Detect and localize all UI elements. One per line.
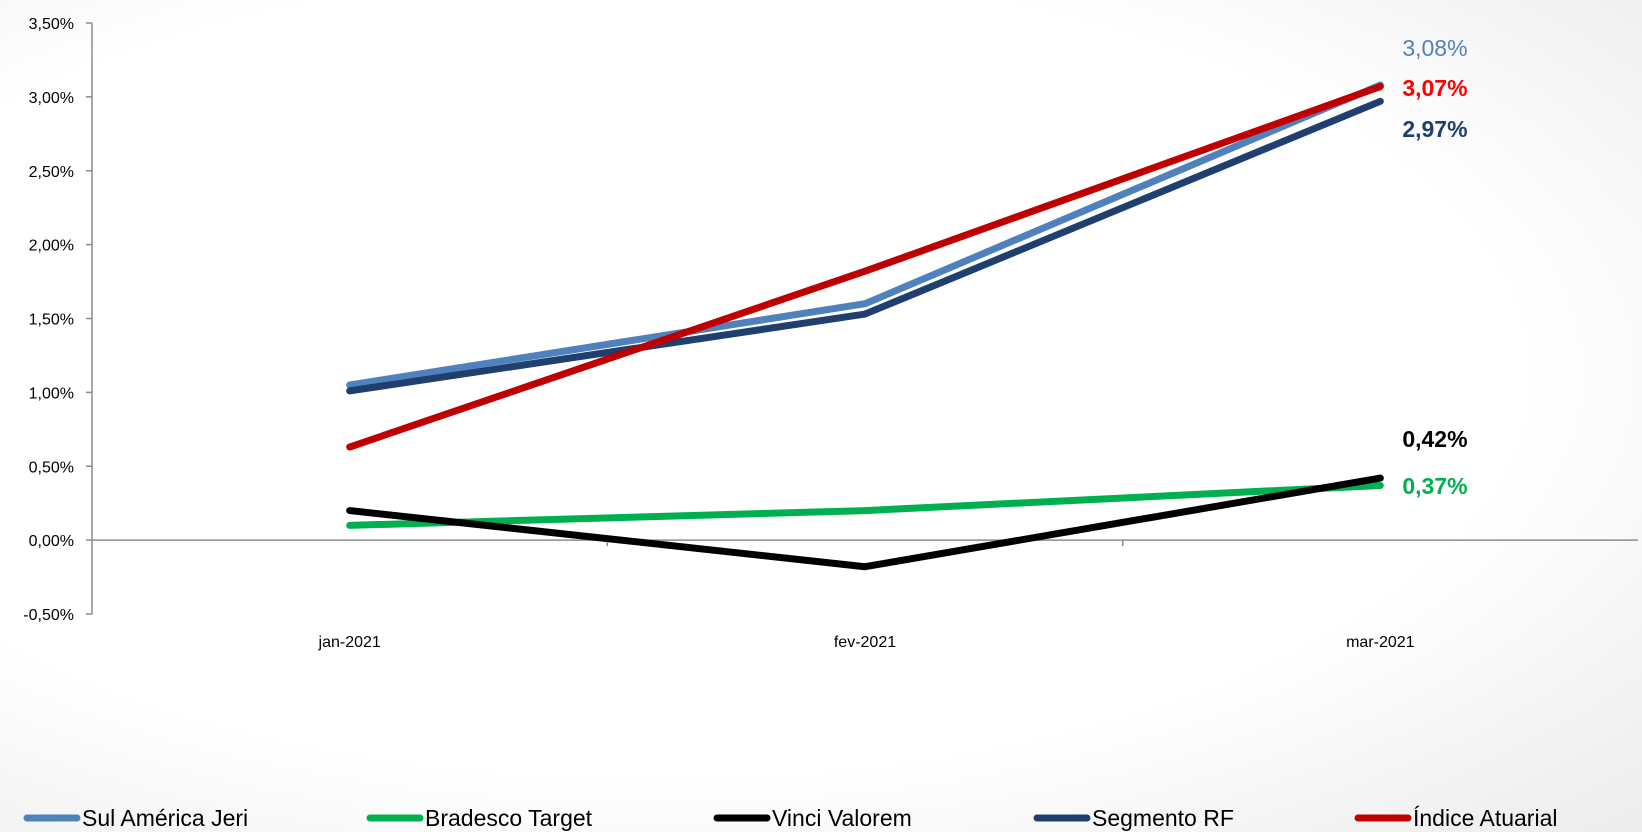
series-line [346, 83, 1384, 451]
y-tick-label: 0,50% [29, 459, 74, 476]
x-tick-label: mar-2021 [1346, 634, 1415, 651]
legend-label: Vinci Valorem [772, 805, 912, 831]
x-tick-label: fev-2021 [834, 634, 896, 651]
data-label: 2,97% [1402, 116, 1467, 142]
data-label: 0,37% [1402, 473, 1467, 499]
y-tick-label: 3,00% [29, 90, 74, 107]
y-tick-label: 2,50% [29, 164, 74, 181]
series-line [346, 481, 1384, 529]
y-tick-label: 1,00% [29, 385, 74, 402]
y-tick-label: 1,50% [29, 312, 74, 329]
legend-label: Sul América Jeri [82, 805, 248, 831]
data-label: 3,07% [1402, 75, 1467, 101]
series-line [346, 81, 1384, 389]
legend-label: Índice Atuarial [1413, 805, 1557, 831]
data-label: 3,08% [1402, 35, 1467, 61]
y-tick-label: -0,50% [23, 607, 74, 624]
y-tick-label: 0,00% [29, 533, 74, 550]
y-tick-label: 2,00% [29, 238, 74, 255]
series-line [346, 97, 1384, 395]
legend-label: Segmento RF [1092, 805, 1234, 831]
y-tick-label: 3,50% [29, 16, 74, 33]
legend-label: Bradesco Target [425, 805, 593, 831]
series-line [346, 474, 1384, 571]
data-label: 0,42% [1402, 426, 1467, 452]
x-tick-label: jan-2021 [318, 634, 381, 651]
